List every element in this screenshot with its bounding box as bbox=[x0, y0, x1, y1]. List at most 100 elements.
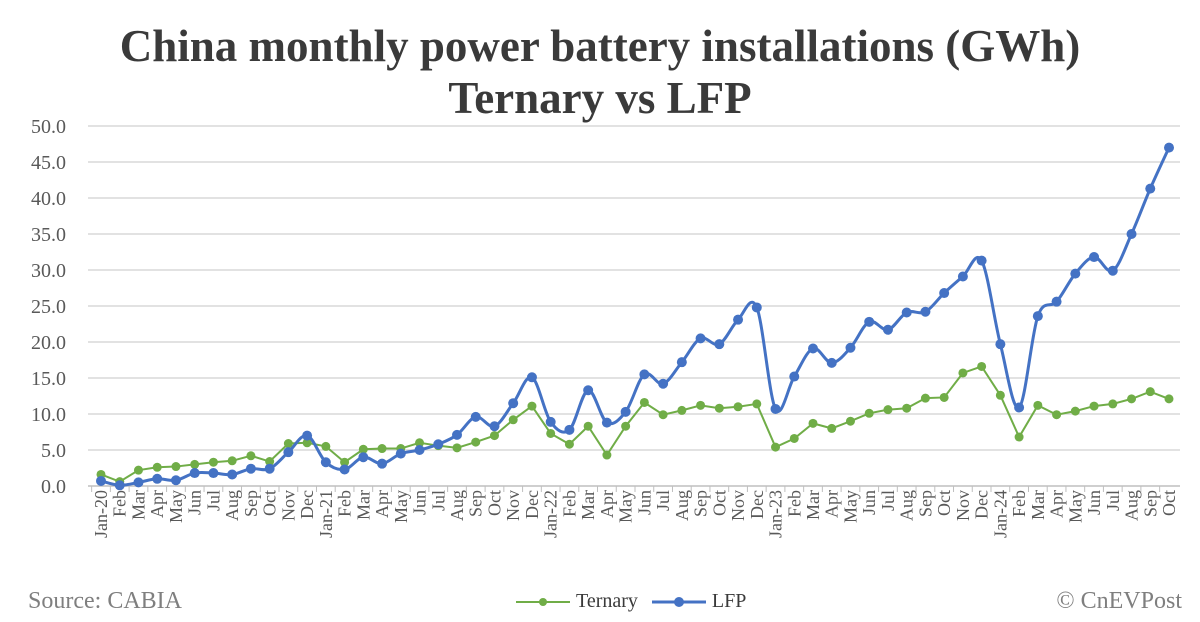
x-tick-label: May bbox=[616, 490, 636, 523]
data-point-ternary bbox=[152, 462, 162, 472]
data-point-lfp bbox=[508, 398, 519, 409]
x-tick-label: Mar bbox=[353, 490, 373, 520]
x-tick-label: Nov bbox=[953, 490, 973, 521]
data-point-lfp bbox=[133, 477, 144, 488]
data-point-ternary bbox=[508, 415, 518, 425]
data-point-lfp bbox=[245, 463, 256, 474]
data-point-lfp bbox=[901, 307, 912, 318]
data-point-lfp bbox=[770, 403, 781, 414]
y-tick-label: 5.0 bbox=[41, 440, 66, 462]
data-point-lfp bbox=[995, 339, 1006, 350]
data-point-ternary bbox=[171, 462, 181, 472]
data-point-lfp bbox=[957, 271, 968, 282]
legend-swatch-ternary bbox=[516, 597, 570, 606]
x-tick-label: Apr bbox=[372, 490, 392, 518]
data-point-lfp bbox=[658, 378, 669, 389]
data-point-lfp bbox=[808, 343, 818, 354]
y-tick-label: 35.0 bbox=[31, 224, 66, 246]
data-point-ternary bbox=[321, 441, 331, 451]
data-point-ternary bbox=[1145, 387, 1155, 397]
data-point-ternary bbox=[883, 405, 893, 415]
data-point-lfp bbox=[714, 339, 725, 350]
chart-subtitle: Ternary vs LFP bbox=[448, 73, 752, 123]
data-point-lfp bbox=[96, 475, 106, 486]
legend-item-ternary: Ternary bbox=[516, 590, 638, 613]
data-point-lfp bbox=[564, 424, 575, 435]
data-point-ternary bbox=[1070, 406, 1080, 416]
y-tick-label: 25.0 bbox=[31, 296, 66, 318]
data-point-ternary bbox=[208, 457, 218, 467]
data-point-ternary bbox=[1052, 410, 1062, 420]
x-tick-label: Oct bbox=[484, 490, 504, 516]
x-tick-label: Jun bbox=[410, 490, 430, 515]
x-tick-label: Dec bbox=[297, 490, 317, 519]
data-point-ternary bbox=[377, 444, 387, 454]
data-point-ternary bbox=[246, 451, 256, 461]
data-point-lfp bbox=[676, 357, 687, 368]
data-point-ternary bbox=[546, 428, 556, 438]
data-point-ternary bbox=[358, 444, 368, 454]
data-point-lfp bbox=[939, 288, 950, 299]
legend-swatch-lfp bbox=[651, 596, 706, 607]
data-point-ternary bbox=[583, 421, 593, 431]
x-tick-label: Feb bbox=[559, 490, 579, 517]
x-tick-label: Aug bbox=[672, 490, 692, 521]
data-point-lfp bbox=[1107, 265, 1118, 276]
x-tick-label: Jul bbox=[203, 490, 223, 511]
data-point-ternary bbox=[190, 459, 200, 469]
data-point-lfp bbox=[845, 342, 856, 353]
x-tick-label: Oct bbox=[260, 490, 280, 516]
y-tick-label: 10.0 bbox=[31, 404, 66, 426]
data-point-lfp bbox=[1051, 296, 1062, 307]
data-point-lfp bbox=[452, 429, 462, 440]
x-tick-label: Jun bbox=[185, 490, 205, 515]
x-tick-label: Apr bbox=[597, 490, 617, 518]
legend: Ternary LFP bbox=[516, 590, 760, 613]
data-point-ternary bbox=[415, 438, 425, 448]
data-point-lfp bbox=[433, 439, 444, 450]
data-point-ternary bbox=[864, 408, 874, 418]
data-point-ternary bbox=[677, 405, 687, 415]
data-point-ternary bbox=[845, 416, 855, 426]
x-tick-label: Mar bbox=[578, 490, 598, 520]
data-point-lfp bbox=[283, 447, 294, 458]
data-point-lfp bbox=[620, 406, 631, 417]
data-point-ternary bbox=[602, 450, 612, 460]
x-tick-label: May bbox=[166, 490, 186, 523]
y-tick-label: 45.0 bbox=[31, 152, 66, 174]
data-point-ternary bbox=[302, 438, 312, 448]
data-point-lfp bbox=[227, 469, 238, 480]
y-tick-label: 50.0 bbox=[31, 116, 66, 138]
data-point-ternary bbox=[527, 401, 537, 411]
x-tick-label: Dec bbox=[522, 490, 542, 519]
x-tick-label: Nov bbox=[728, 490, 748, 521]
data-point-ternary bbox=[939, 392, 949, 402]
data-point-lfp bbox=[1014, 402, 1025, 413]
data-point-ternary bbox=[771, 442, 781, 452]
data-point-ternary bbox=[1033, 400, 1043, 410]
data-point-ternary bbox=[489, 431, 499, 441]
x-tick-label: Oct bbox=[709, 490, 729, 516]
data-point-ternary bbox=[902, 403, 912, 413]
x-tick-label: Sep bbox=[915, 490, 935, 517]
data-point-ternary bbox=[977, 361, 987, 371]
x-tick-label: Sep bbox=[241, 490, 261, 517]
data-point-lfp bbox=[1032, 311, 1043, 322]
data-point-lfp bbox=[920, 306, 931, 317]
legend-label-ternary: Ternary bbox=[576, 590, 638, 612]
y-tick-label: 40.0 bbox=[31, 188, 66, 210]
data-point-lfp bbox=[114, 480, 125, 491]
data-point-lfp bbox=[1145, 183, 1156, 194]
data-point-ternary bbox=[995, 390, 1005, 400]
x-tick-label: May bbox=[391, 490, 411, 523]
data-point-lfp bbox=[208, 468, 219, 479]
data-point-ternary bbox=[564, 439, 574, 449]
x-tick-label: Feb bbox=[110, 490, 130, 517]
x-tick-label: Aug bbox=[1122, 490, 1142, 521]
data-point-lfp bbox=[695, 333, 706, 344]
x-tick-label: Sep bbox=[691, 490, 711, 517]
x-tick-label: May bbox=[840, 490, 860, 523]
data-point-lfp bbox=[302, 430, 313, 441]
data-point-lfp bbox=[358, 452, 369, 463]
x-tick-label: Mar bbox=[1028, 490, 1048, 520]
